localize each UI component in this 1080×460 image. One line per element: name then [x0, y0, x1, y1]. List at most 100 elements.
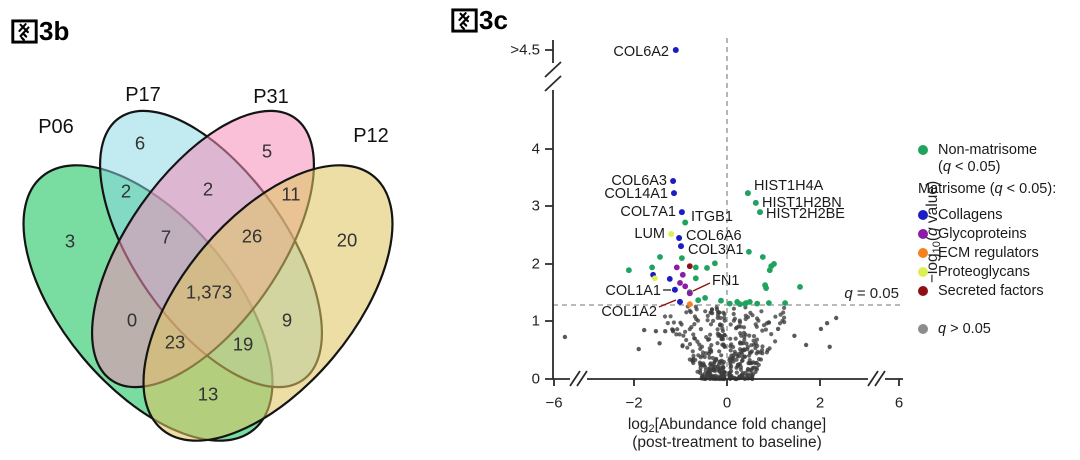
gray-outlier-point	[636, 346, 641, 352]
gray-point	[727, 358, 732, 363]
leader-line-COL1A2	[658, 299, 677, 308]
gray-outlier-point	[834, 315, 839, 321]
non_matrisome-point	[797, 284, 803, 290]
non_matrisome-point	[626, 267, 632, 274]
gray-point	[741, 325, 747, 330]
non_matrisome-point	[649, 264, 655, 271]
legend-dot-non-matrisome	[918, 145, 928, 155]
gray-point	[780, 318, 785, 323]
y-axis-break-icon	[544, 61, 562, 92]
gray-point	[736, 354, 742, 359]
q-threshold-label: q = 0.05	[844, 285, 899, 302]
glycoproteins-point	[682, 283, 689, 290]
gray-point	[701, 363, 707, 368]
gray-point	[731, 355, 736, 361]
x-axis-break-right-icon	[867, 370, 886, 387]
gray-point	[704, 335, 709, 340]
gray-point	[737, 341, 743, 346]
venn-count-p06-p12: 13	[198, 384, 219, 405]
gray-point	[737, 362, 743, 367]
panel-c-title: 3c	[451, 5, 508, 36]
gray-point	[737, 318, 742, 323]
gray-point	[765, 348, 770, 353]
gray-point	[715, 327, 720, 332]
panel-b-title-text: 3b	[39, 16, 70, 46]
gray-point	[734, 365, 739, 370]
gray-point	[747, 333, 752, 338]
y-axis-ticks	[545, 49, 553, 380]
set-label-p17: P17	[125, 84, 161, 106]
set-label-p06: P06	[38, 116, 74, 138]
gray-point	[728, 322, 733, 327]
gray-point	[731, 344, 736, 350]
legend-matrisome-header: Matrisome (q < 0.05):	[918, 181, 1056, 197]
gray-point	[759, 309, 764, 314]
venn-count-p06: 3	[65, 231, 75, 252]
non_matrisome-point	[702, 295, 708, 301]
venn-count-p06-p17-p12: 19	[233, 334, 254, 355]
gray-point	[742, 337, 747, 342]
gray-point	[754, 351, 759, 356]
gray-point	[740, 355, 745, 360]
gray-outlier-point	[642, 327, 647, 333]
gray-point	[748, 367, 753, 372]
gray-point	[734, 370, 739, 375]
x-tick-neg2: −2	[625, 395, 642, 412]
gray-outlier-point	[670, 329, 676, 334]
gray-point	[689, 325, 694, 330]
gray-point	[740, 358, 745, 363]
gray-point	[769, 332, 774, 337]
gray-point	[707, 368, 712, 373]
gene-label-COL6A2: COL6A2	[613, 44, 669, 60]
gray-point	[708, 348, 714, 353]
gray-point	[677, 332, 682, 337]
gray-point	[709, 310, 714, 315]
gene-label-COL7A1: COL7A1	[620, 204, 676, 220]
gray-point	[728, 362, 733, 367]
gray-point	[698, 361, 703, 366]
gray-point	[773, 314, 778, 319]
venn-ellipses	[22, 109, 394, 442]
venn-count-p06-p31: 0	[127, 310, 137, 331]
gray-point	[747, 360, 752, 365]
gray-point	[709, 343, 714, 348]
gray-point	[695, 369, 700, 374]
gray-outlier-point	[792, 333, 797, 338]
y-tick-4p5: >4.5	[510, 42, 540, 59]
x-tick-neg6: −6	[545, 395, 562, 412]
gene-label-COL1A1: COL1A1	[605, 283, 661, 299]
gray-point	[705, 318, 710, 323]
gray-point	[694, 307, 699, 312]
gray-outlier-point	[562, 334, 568, 340]
gene-point-HIST2H2BE	[757, 209, 763, 216]
gene-label-HIST1H4A: HIST1H4A	[754, 178, 824, 194]
gray-point	[720, 328, 725, 334]
set-label-p31: P31	[253, 86, 289, 108]
gray-point	[731, 306, 736, 311]
gray-point	[736, 324, 741, 329]
gray-point	[760, 351, 765, 356]
gray-point	[671, 320, 676, 325]
legend-label-non-matrisome-qual: (q < 0.05)	[938, 159, 1001, 175]
gray-point	[754, 337, 759, 342]
non_matrisome-point	[759, 254, 766, 260]
non_matrisome-point	[766, 300, 772, 306]
gray-point	[700, 373, 705, 378]
gray-point	[719, 353, 724, 358]
gray-point	[692, 322, 697, 327]
gray-point	[691, 353, 696, 358]
gray-point	[713, 364, 718, 369]
non_matrisome-point	[695, 297, 702, 304]
gray-point	[687, 308, 692, 313]
gene-label-COL1A2: COL1A2	[601, 304, 657, 320]
x-tick-6: 6	[895, 395, 903, 412]
x-tick-2: 2	[816, 395, 824, 412]
axes	[544, 40, 903, 387]
gray-point	[708, 362, 713, 367]
panel-c-title-text: 3c	[479, 5, 508, 35]
gray-outlier-point	[657, 341, 662, 346]
gray-point	[695, 339, 700, 344]
ecm_regulators-point	[686, 301, 693, 308]
